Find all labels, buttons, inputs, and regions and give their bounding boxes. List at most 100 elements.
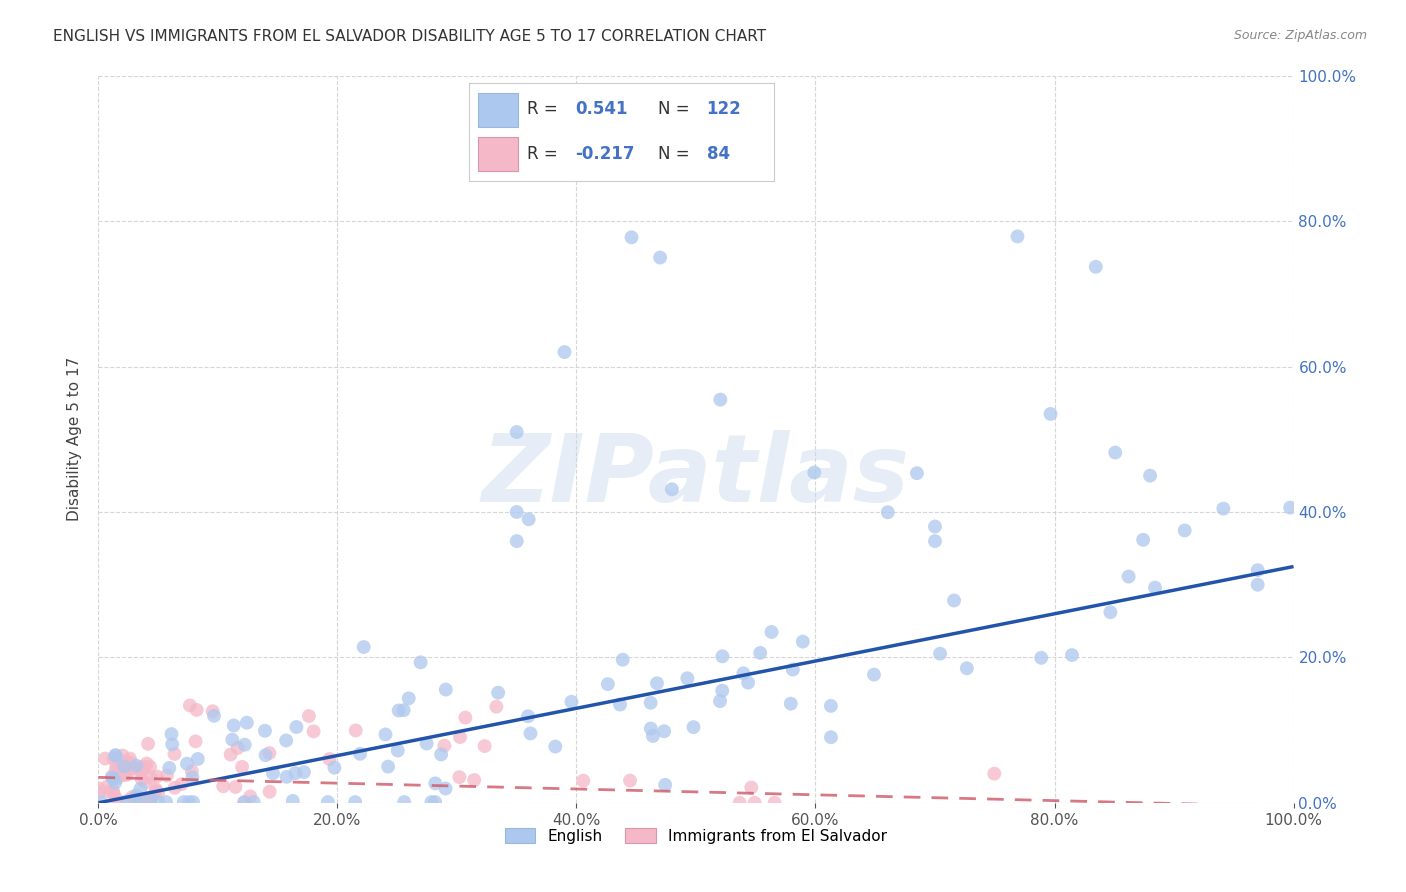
Point <box>121 762 143 776</box>
Point <box>740 780 762 795</box>
Point <box>430 747 453 762</box>
Point <box>709 392 731 407</box>
Point <box>105 759 128 773</box>
Point <box>136 791 159 805</box>
Point <box>145 782 167 797</box>
Point <box>1039 407 1062 421</box>
Point <box>134 796 156 810</box>
Point <box>180 764 202 779</box>
Point <box>1084 260 1107 274</box>
Point <box>344 723 367 738</box>
Point <box>135 756 157 771</box>
Point <box>181 795 204 809</box>
Point <box>454 710 477 724</box>
Point <box>711 683 734 698</box>
Point <box>519 726 541 740</box>
Point <box>1007 229 1029 244</box>
Point <box>728 796 751 810</box>
Point <box>415 737 437 751</box>
Point <box>125 789 148 803</box>
Point <box>924 534 946 549</box>
Point <box>125 758 148 772</box>
Point <box>101 771 124 785</box>
Point <box>434 781 457 796</box>
Point <box>820 698 842 713</box>
Point <box>485 699 508 714</box>
Point <box>121 789 143 804</box>
Point <box>254 748 277 763</box>
Point <box>353 640 375 654</box>
Point <box>136 796 159 810</box>
Point <box>253 723 276 738</box>
Point <box>101 784 124 798</box>
Point <box>517 512 540 526</box>
Point <box>612 653 634 667</box>
Point <box>184 734 207 748</box>
Point <box>474 739 496 753</box>
Point <box>157 761 180 775</box>
Point <box>281 794 304 808</box>
Point <box>160 727 183 741</box>
Point <box>763 796 786 810</box>
Point <box>202 708 225 723</box>
Point <box>423 795 446 809</box>
Point <box>425 776 447 790</box>
Point <box>284 766 307 780</box>
Point <box>645 676 668 690</box>
Point <box>544 739 567 754</box>
Point <box>782 663 804 677</box>
Point <box>163 747 186 761</box>
Point <box>641 729 664 743</box>
Point <box>711 649 734 664</box>
Point <box>733 666 755 681</box>
Point <box>792 634 814 648</box>
Point <box>221 732 243 747</box>
Point <box>648 251 672 265</box>
Point <box>276 733 298 747</box>
Point <box>596 677 619 691</box>
Point <box>449 770 471 784</box>
Point <box>187 752 209 766</box>
Point <box>572 773 595 788</box>
Point <box>640 722 662 736</box>
Point <box>219 747 242 762</box>
Point <box>177 795 200 809</box>
Point <box>212 779 235 793</box>
Point <box>224 780 246 794</box>
Point <box>104 796 127 810</box>
Point <box>761 624 783 639</box>
Point <box>118 760 141 774</box>
Point <box>876 505 898 519</box>
Point <box>155 795 177 809</box>
Point <box>139 794 162 808</box>
Point <box>105 771 128 785</box>
Point <box>1279 500 1302 515</box>
Point <box>434 682 457 697</box>
Point <box>344 795 367 809</box>
Point <box>661 483 683 497</box>
Y-axis label: Disability Age 5 to 17: Disability Age 5 to 17 <box>67 357 83 522</box>
Point <box>863 667 886 681</box>
Point <box>983 766 1005 780</box>
Point <box>433 739 456 753</box>
Point <box>1104 445 1126 459</box>
Legend: English, Immigrants from El Salvador: English, Immigrants from El Salvador <box>499 822 893 850</box>
Point <box>145 770 167 784</box>
Point <box>259 746 281 760</box>
Point <box>226 740 249 755</box>
Point <box>103 772 125 786</box>
Point <box>506 534 529 549</box>
Point <box>139 760 162 774</box>
Point <box>262 766 284 780</box>
Point <box>619 773 641 788</box>
Point <box>652 724 675 739</box>
Point <box>94 751 117 765</box>
Point <box>1060 648 1083 662</box>
Point <box>449 730 471 744</box>
Point <box>560 695 582 709</box>
Point <box>124 791 146 805</box>
Point <box>929 647 952 661</box>
Point <box>134 762 156 776</box>
Point <box>104 764 127 778</box>
Point <box>1099 605 1122 619</box>
